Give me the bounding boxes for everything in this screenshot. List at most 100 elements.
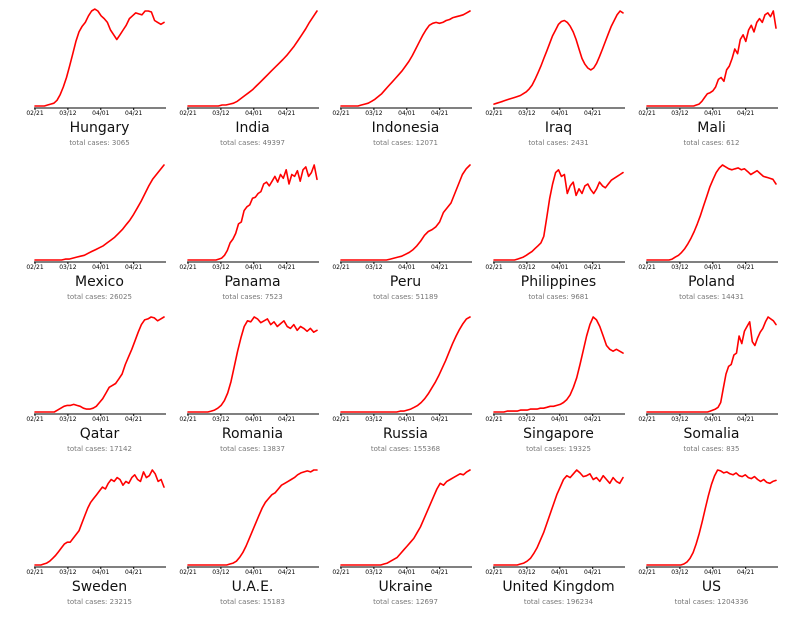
chart-title: Indonesia [372, 120, 440, 136]
chart-title: Singapore [523, 426, 594, 442]
chart-india: 02/21 03/12 04/01 04/21 India total cases: 49… [179, 10, 319, 147]
x-tick-label: 04/01 [245, 416, 262, 423]
series-line-philippines [493, 169, 624, 261]
x-tick-label: 02/21 [332, 416, 349, 423]
chart-subtitle: total cases: 612 [684, 139, 740, 147]
chart-ukraine: 02/21 03/12 04/01 04/21 Ukraine total cases: … [332, 469, 472, 606]
series-line-united-kingdom [493, 469, 624, 566]
x-tick-label: 04/01 [398, 110, 415, 117]
x-tick-label: 03/12 [212, 264, 229, 271]
chart-title: Mali [697, 120, 725, 136]
chart-singapore: 02/21 03/12 04/01 04/21 Singapore total cases… [485, 316, 625, 453]
x-tick-label: 04/21 [584, 264, 601, 271]
series-line-romania [187, 316, 318, 413]
x-tick-label: 04/01 [704, 110, 721, 117]
chart-subtitle: total cases: 2431 [528, 139, 588, 147]
series-line-india [187, 10, 318, 107]
x-tick-label: 04/01 [704, 569, 721, 576]
x-tick-label: 04/21 [125, 264, 142, 271]
chart-subtitle: total cases: 13837 [220, 445, 285, 453]
series-line-iraq [493, 10, 624, 105]
x-tick-label: 02/21 [179, 416, 196, 423]
chart-title: Hungary [70, 120, 130, 136]
chart-subtitle: total cases: 51189 [373, 293, 438, 301]
x-tick-label: 04/01 [92, 264, 109, 271]
series-line-hungary [34, 8, 165, 107]
x-tick-label: 04/01 [245, 569, 262, 576]
chart-subtitle: total cases: 26025 [67, 293, 132, 301]
x-tick-label: 03/12 [59, 264, 76, 271]
chart-subtitle: total cases: 1204336 [675, 598, 749, 606]
chart-title: Philippines [521, 274, 596, 290]
x-tick-label: 04/21 [431, 264, 448, 271]
x-tick-label: 03/12 [671, 569, 688, 576]
x-tick-label: 04/01 [398, 264, 415, 271]
x-tick-label: 04/01 [704, 264, 721, 271]
chart-subtitle: total cases: 15183 [220, 598, 285, 606]
chart-title: Ukraine [378, 579, 432, 595]
x-tick-label: 04/01 [245, 264, 262, 271]
x-tick-label: 04/21 [278, 569, 295, 576]
chart-title: Mexico [75, 274, 124, 290]
x-tick-label: 04/01 [398, 416, 415, 423]
x-tick-label: 02/21 [179, 110, 196, 117]
chart-subtitle: total cases: 12071 [373, 139, 438, 147]
x-tick-label: 02/21 [26, 264, 43, 271]
x-tick-label: 03/12 [518, 569, 535, 576]
x-tick-label: 04/01 [704, 416, 721, 423]
x-tick-label: 03/12 [671, 110, 688, 117]
x-tick-label: 02/21 [485, 110, 502, 117]
chart-subtitle: total cases: 835 [684, 445, 740, 453]
x-tick-label: 02/21 [332, 264, 349, 271]
chart-panama: 02/21 03/12 04/01 04/21 Panama total cases: 7… [179, 164, 319, 301]
x-tick-label: 04/01 [551, 416, 568, 423]
x-tick-label: 04/21 [278, 416, 295, 423]
chart-title: U.A.E. [232, 579, 274, 595]
x-tick-label: 02/21 [332, 569, 349, 576]
chart-philippines: 02/21 03/12 04/01 04/21 Philippines total cas… [485, 169, 625, 301]
chart-title: Iraq [545, 120, 572, 136]
x-tick-label: 04/21 [431, 569, 448, 576]
chart-title: Sweden [72, 579, 127, 595]
x-tick-label: 04/21 [737, 416, 754, 423]
series-line-singapore [493, 316, 624, 413]
chart-mali: 02/21 03/12 04/01 04/21 Mali total cases: 612 [638, 10, 778, 147]
chart-united-kingdom: 02/21 03/12 04/01 04/21 United Kingdom total … [485, 469, 625, 606]
x-tick-label: 02/21 [638, 416, 655, 423]
x-tick-label: 04/21 [431, 416, 448, 423]
x-tick-label: 03/12 [212, 416, 229, 423]
chart-subtitle: total cases: 19325 [526, 445, 591, 453]
chart-qatar: 02/21 03/12 04/01 04/21 Qatar total cases: 17… [26, 316, 166, 453]
x-tick-label: 04/01 [551, 110, 568, 117]
chart-title: Qatar [80, 426, 120, 442]
x-tick-label: 04/21 [737, 264, 754, 271]
series-line-poland [646, 164, 777, 261]
chart-peru: 02/21 03/12 04/01 04/21 Peru total cases: 511… [332, 164, 472, 301]
x-tick-label: 04/21 [125, 569, 142, 576]
series-line-indonesia [340, 10, 471, 107]
series-line-russia [340, 316, 471, 413]
chart-sweden: 02/21 03/12 04/01 04/21 Sweden total cases: 2… [26, 469, 166, 606]
x-tick-label: 03/12 [365, 264, 382, 271]
x-tick-label: 04/01 [398, 569, 415, 576]
x-tick-label: 04/21 [431, 110, 448, 117]
chart-subtitle: total cases: 23215 [67, 598, 132, 606]
chart-subtitle: total cases: 3065 [69, 139, 129, 147]
x-tick-label: 02/21 [485, 569, 502, 576]
x-tick-label: 03/12 [671, 264, 688, 271]
chart-subtitle: total cases: 7523 [222, 293, 282, 301]
chart-title: Russia [383, 426, 428, 442]
chart-subtitle: total cases: 12697 [373, 598, 438, 606]
chart-subtitle: total cases: 14431 [679, 293, 744, 301]
chart-iraq: 02/21 03/12 04/01 04/21 Iraq total cases: 243… [485, 10, 625, 147]
series-line-mexico [34, 164, 165, 261]
series-line-sweden [34, 469, 165, 566]
x-tick-label: 04/21 [125, 416, 142, 423]
x-tick-label: 02/21 [179, 264, 196, 271]
x-tick-label: 03/12 [671, 416, 688, 423]
x-tick-label: 02/21 [638, 110, 655, 117]
x-tick-label: 02/21 [179, 569, 196, 576]
x-tick-label: 04/01 [245, 110, 262, 117]
